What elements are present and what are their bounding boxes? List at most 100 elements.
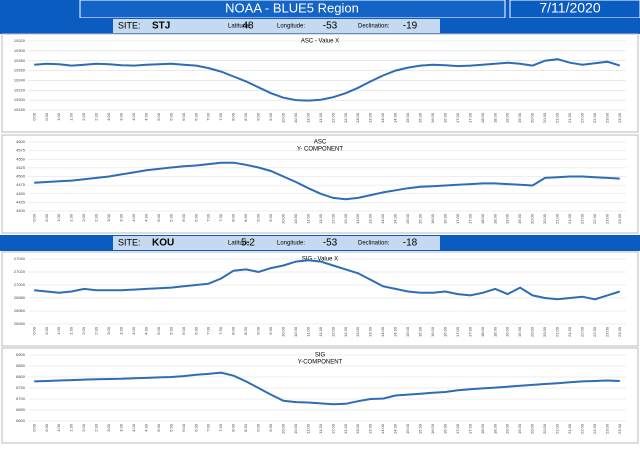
- x-tick-label: 2:30: [94, 112, 99, 121]
- x-tick-label: 18:30: [492, 423, 497, 434]
- y-tick-label: 19240: [14, 77, 26, 82]
- x-tick-label: 20:00: [530, 326, 535, 337]
- x-tick-label: 14:00: [380, 213, 385, 224]
- x-tick-label: 8:00: [231, 112, 236, 121]
- x-tick-label: 19:00: [505, 112, 510, 123]
- longitude-value: -53: [323, 238, 338, 249]
- x-tick-label: 13:00: [355, 112, 360, 123]
- x-tick-label: 21:30: [567, 423, 572, 434]
- y-tick-label: 26960: [14, 308, 26, 313]
- x-tick-label: 0:30: [44, 423, 49, 432]
- y-tick-label: 4450: [16, 191, 26, 196]
- x-tick-label: 6:00: [181, 423, 186, 432]
- x-tick-label: 12:30: [343, 213, 348, 224]
- x-tick-label: 4:00: [131, 423, 136, 432]
- y-tick-label: 27040: [14, 256, 26, 261]
- x-tick-label: 4:30: [143, 423, 148, 432]
- x-tick-label: 16:30: [442, 112, 447, 123]
- x-tick-label: 16:00: [430, 112, 435, 123]
- x-tick-label: 2:30: [94, 213, 99, 222]
- header-date: 7/11/2020: [539, 0, 600, 16]
- x-tick-label: 16:00: [430, 423, 435, 434]
- x-tick-label: 11:30: [318, 213, 323, 223]
- x-tick-label: 0:00: [31, 213, 36, 222]
- x-tick-label: 16:00: [430, 213, 435, 224]
- x-tick-label: 5:00: [156, 326, 161, 335]
- x-tick-label: 23:00: [604, 423, 609, 434]
- y-tick-label: 26940: [14, 321, 26, 326]
- x-tick-label: 14:30: [393, 423, 398, 434]
- x-tick-label: 9:30: [268, 112, 273, 121]
- x-tick-label: 1:00: [56, 112, 61, 121]
- x-tick-label: 23:30: [617, 213, 622, 224]
- x-tick-label: 15:00: [405, 213, 410, 224]
- x-tick-label: 0:30: [44, 213, 49, 222]
- x-tick-label: 11:00: [305, 423, 310, 433]
- x-tick-label: 16:30: [442, 213, 447, 224]
- x-tick-label: 6:30: [193, 112, 198, 121]
- x-tick-label: 4:30: [143, 213, 148, 222]
- x-tick-label: 7:00: [206, 112, 211, 121]
- y-tick-label: 19200: [14, 97, 26, 102]
- y-tick-label: 6850: [16, 363, 26, 368]
- y-tick-label: 27000: [14, 282, 26, 287]
- x-tick-label: 15:30: [418, 423, 423, 434]
- x-tick-label: 8:30: [243, 213, 248, 222]
- x-tick-label: 5:30: [168, 326, 173, 335]
- data-line: [34, 371, 620, 406]
- y-tick-label: 27020: [14, 269, 26, 274]
- y-tick-label: 4425: [16, 199, 26, 204]
- longitude-value: -53: [323, 21, 338, 32]
- x-tick-label: 3:30: [119, 213, 124, 222]
- x-tick-label: 5:00: [156, 112, 161, 121]
- x-tick-label: 7:30: [218, 423, 223, 432]
- x-tick-label: 7:30: [218, 112, 223, 121]
- x-tick-label: 3:30: [119, 423, 124, 432]
- x-tick-label: 1:30: [69, 326, 74, 335]
- x-tick-label: 3:00: [106, 112, 111, 121]
- y-tick-label: 6750: [16, 385, 26, 390]
- x-tick-label: 2:30: [94, 423, 99, 432]
- x-tick-label: 2:30: [94, 326, 99, 335]
- x-tick-label: 3:30: [119, 326, 124, 335]
- x-tick-label: 13:00: [355, 213, 360, 224]
- x-tick-label: 18:00: [480, 112, 485, 123]
- y-tick-label: 19220: [14, 87, 26, 92]
- x-tick-label: 5:00: [156, 423, 161, 432]
- x-tick-label: 14:00: [380, 326, 385, 337]
- x-tick-label: 8:00: [231, 423, 236, 432]
- x-tick-label: 6:30: [193, 423, 198, 432]
- x-tick-label: 16:30: [442, 423, 447, 434]
- x-tick-label: 10:00: [280, 213, 285, 224]
- x-tick-label: 17:30: [467, 326, 472, 337]
- x-tick-label: 7:00: [206, 326, 211, 335]
- site-box: [113, 19, 440, 33]
- x-tick-label: 4:30: [143, 112, 148, 121]
- x-tick-label: 22:30: [592, 423, 597, 434]
- x-tick-label: 23:00: [604, 213, 609, 224]
- x-tick-label: 8:30: [243, 112, 248, 121]
- x-tick-label: 14:30: [393, 326, 398, 337]
- x-tick-label: 17:00: [455, 213, 460, 224]
- x-tick-label: 1:30: [69, 213, 74, 222]
- x-tick-label: 13:00: [355, 423, 360, 434]
- x-tick-label: 23:00: [604, 326, 609, 337]
- x-tick-label: 12:00: [330, 112, 335, 123]
- x-tick-label: 19:00: [505, 423, 510, 434]
- x-tick-label: 4:00: [131, 112, 136, 121]
- x-tick-label: 19:30: [517, 112, 522, 123]
- x-tick-label: 20:00: [530, 423, 535, 434]
- declination-value: -19: [403, 21, 418, 32]
- x-tick-label: 9:00: [256, 326, 261, 335]
- y-tick-label: 19260: [14, 68, 26, 73]
- x-tick-label: 19:00: [505, 213, 510, 224]
- x-tick-label: 0:00: [31, 423, 36, 432]
- x-tick-label: 10:30: [293, 326, 298, 337]
- x-tick-label: 11:00: [305, 326, 310, 336]
- x-tick-label: 10:30: [293, 112, 298, 123]
- latitude-value: 5.2: [241, 238, 255, 249]
- x-tick-label: 12:30: [343, 423, 348, 434]
- x-tick-label: 3:00: [106, 213, 111, 222]
- site-label: SITE:: [118, 237, 141, 247]
- site-box: [113, 236, 440, 250]
